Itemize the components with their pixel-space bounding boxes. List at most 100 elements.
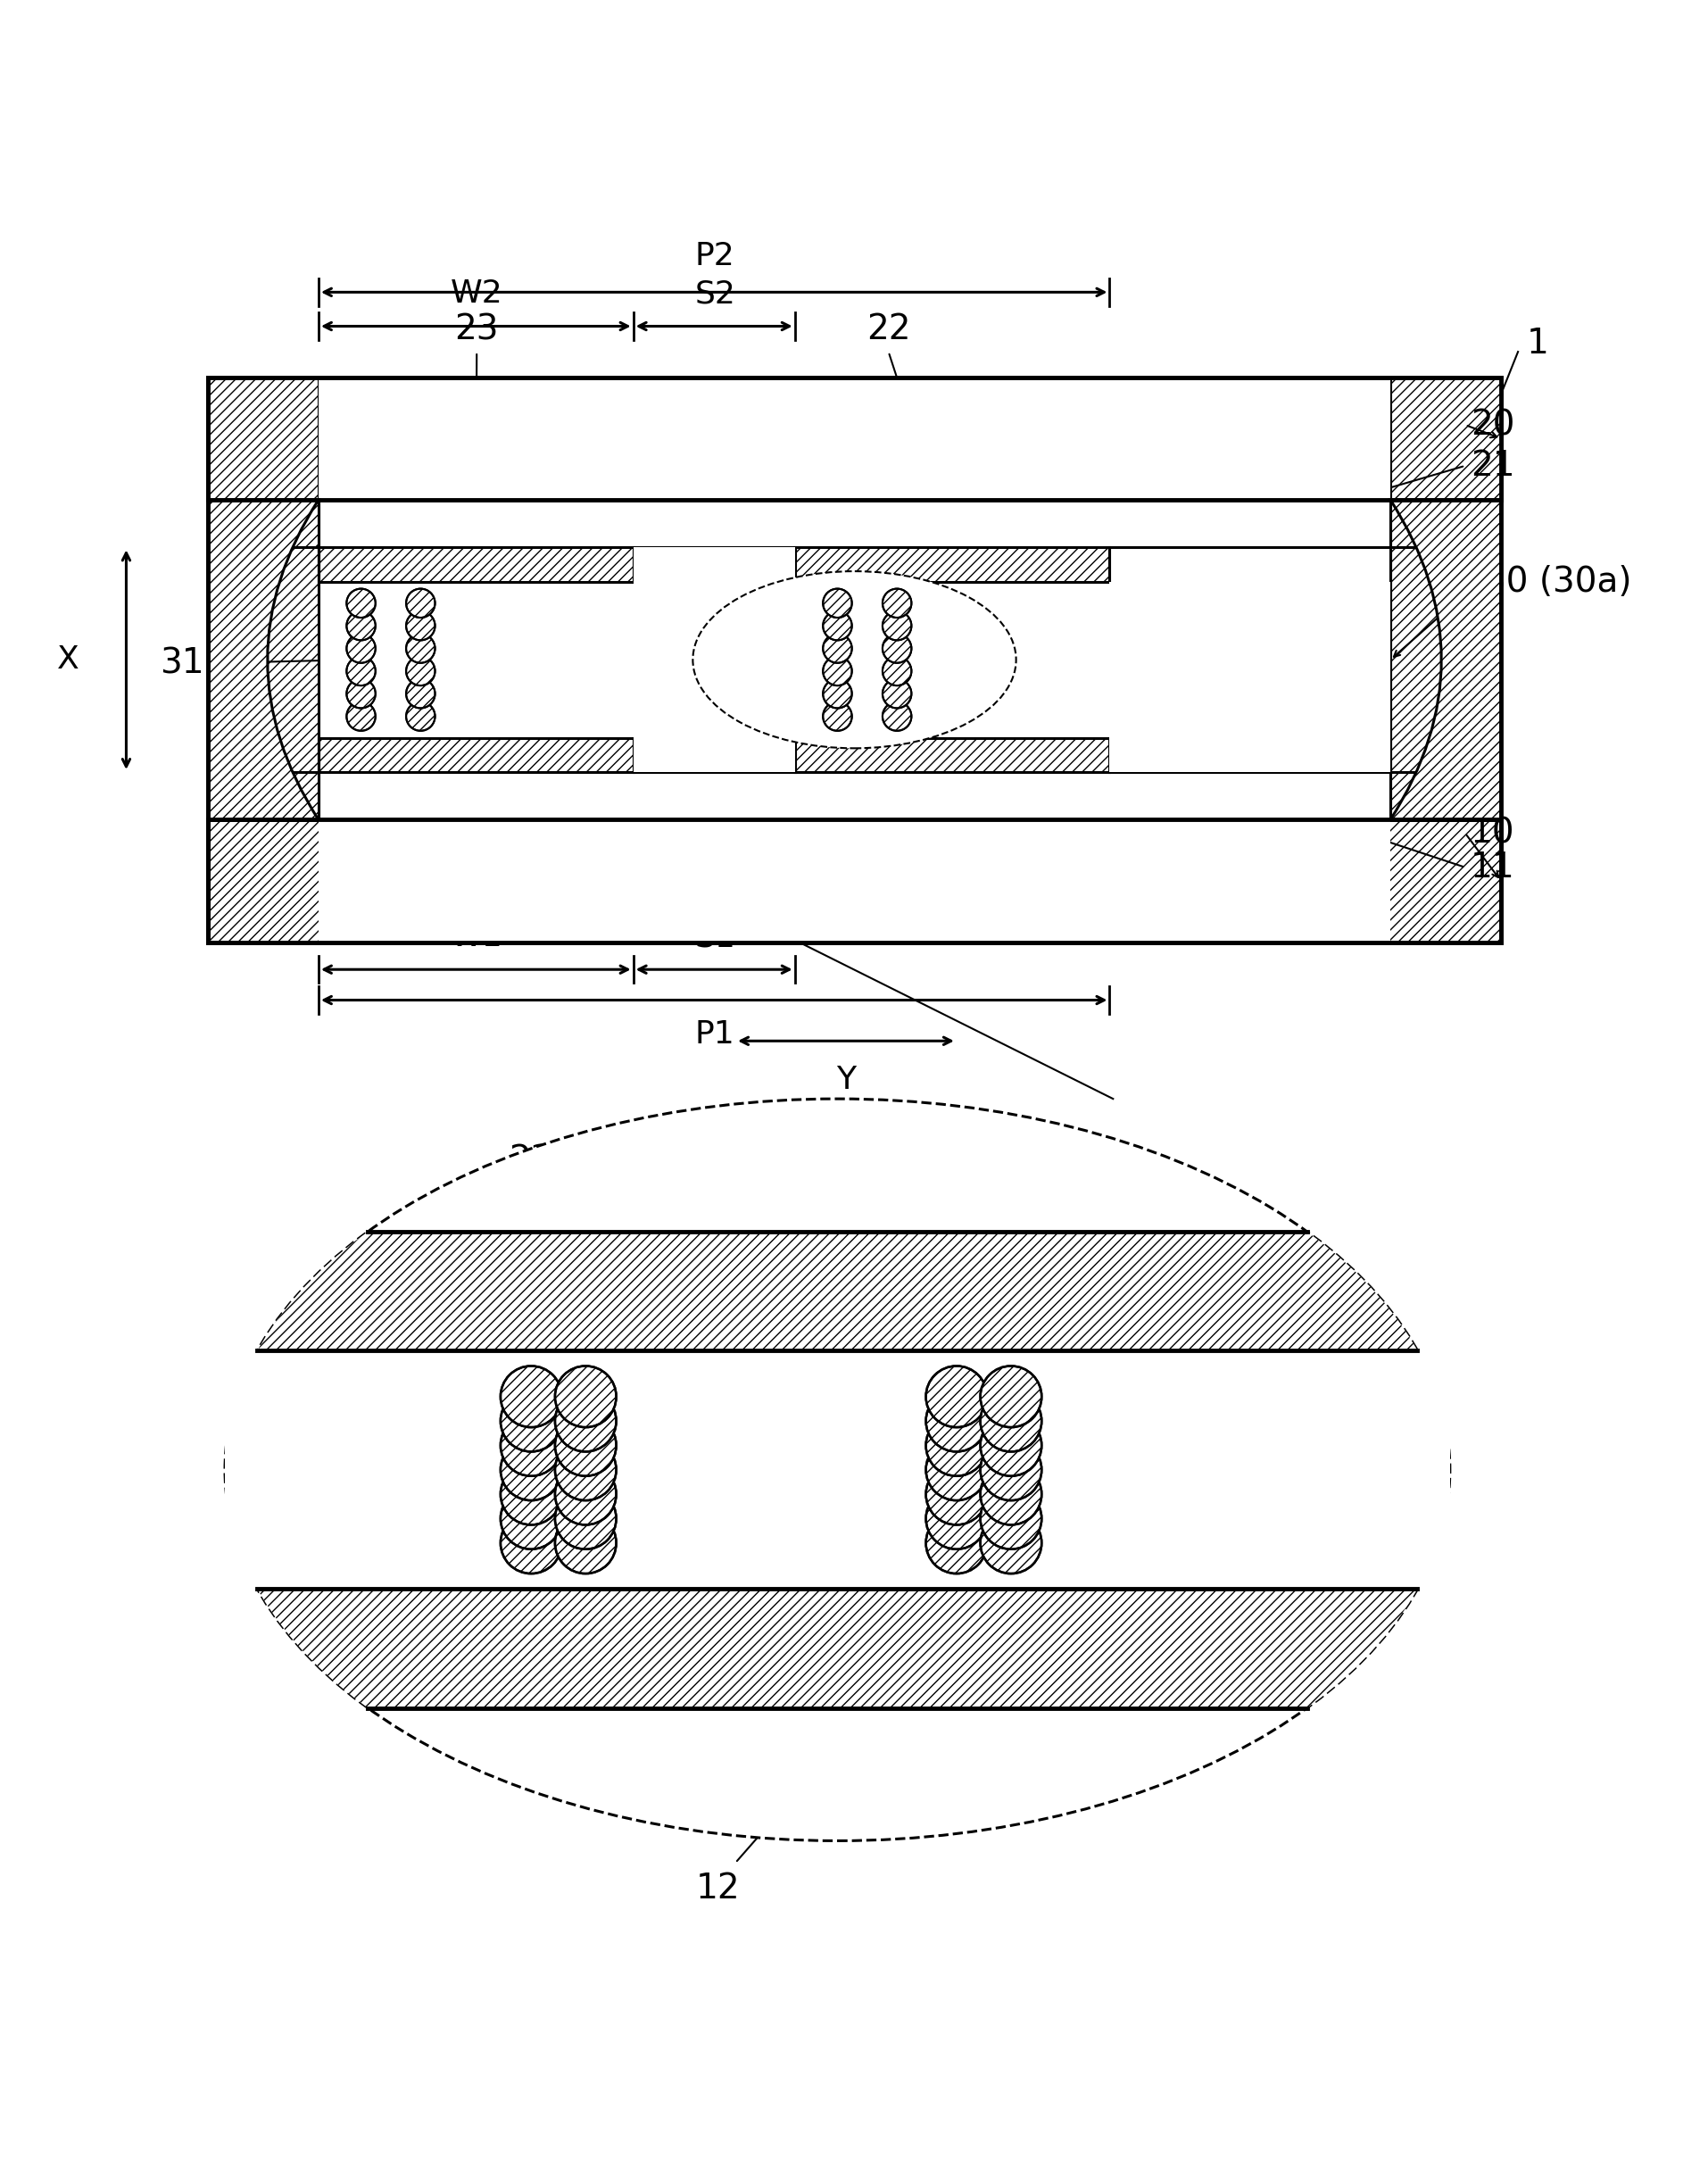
Polygon shape — [1390, 773, 1500, 819]
Polygon shape — [208, 378, 318, 941]
Circle shape — [555, 1365, 617, 1426]
Circle shape — [555, 1487, 617, 1548]
Circle shape — [555, 1415, 617, 1476]
Bar — [225, 1232, 1448, 1350]
Text: V: V — [237, 553, 256, 577]
PathPatch shape — [208, 500, 318, 819]
Circle shape — [881, 657, 910, 686]
Text: 31: 31 — [1296, 646, 1341, 679]
Text: 31: 31 — [161, 646, 205, 679]
Circle shape — [500, 1365, 562, 1426]
Circle shape — [823, 657, 852, 686]
Bar — [225, 1590, 1448, 1708]
Circle shape — [823, 679, 852, 708]
Text: 30 (30a): 30 (30a) — [1483, 563, 1631, 598]
Text: X: X — [58, 644, 79, 675]
Circle shape — [500, 1391, 562, 1452]
Circle shape — [881, 590, 910, 618]
Polygon shape — [208, 500, 318, 548]
Circle shape — [555, 1463, 617, 1524]
Polygon shape — [1390, 500, 1500, 548]
Bar — [634, 548, 794, 773]
Text: 31: 31 — [1042, 1374, 1085, 1406]
Text: 20: 20 — [1469, 408, 1513, 441]
Bar — [318, 378, 1390, 941]
Text: P1: P1 — [695, 1018, 734, 1048]
Text: W2: W2 — [451, 280, 502, 310]
Circle shape — [926, 1391, 987, 1452]
Bar — [634, 581, 794, 773]
Bar — [318, 548, 1390, 773]
Circle shape — [823, 612, 852, 640]
Ellipse shape — [225, 1099, 1448, 1841]
Circle shape — [881, 612, 910, 640]
Circle shape — [980, 1487, 1042, 1548]
Text: 30 (30a): 30 (30a) — [1228, 1518, 1375, 1551]
Text: 13: 13 — [441, 854, 485, 887]
Circle shape — [500, 1487, 562, 1548]
Circle shape — [926, 1511, 987, 1575]
Bar — [318, 548, 634, 581]
Circle shape — [980, 1415, 1042, 1476]
Circle shape — [555, 1439, 617, 1500]
Circle shape — [555, 1511, 617, 1575]
Circle shape — [500, 1511, 562, 1575]
PathPatch shape — [1390, 500, 1500, 819]
Text: 31: 31 — [299, 1452, 343, 1487]
Circle shape — [823, 701, 852, 732]
Bar — [1108, 581, 1390, 773]
Text: 33: 33 — [832, 642, 876, 677]
Text: S2: S2 — [693, 280, 734, 310]
Text: S1: S1 — [693, 922, 734, 952]
Text: 11: 11 — [1469, 850, 1513, 885]
Text: W1: W1 — [451, 922, 502, 952]
Text: 22: 22 — [509, 1142, 553, 1177]
Circle shape — [823, 590, 852, 618]
Circle shape — [407, 590, 436, 618]
Text: 21: 21 — [1469, 448, 1513, 483]
Bar — [208, 819, 1500, 941]
Circle shape — [881, 679, 910, 708]
Text: 23: 23 — [454, 312, 499, 347]
Circle shape — [407, 633, 436, 664]
Text: 12: 12 — [695, 1872, 740, 1904]
Circle shape — [980, 1511, 1042, 1575]
Circle shape — [347, 612, 376, 640]
Polygon shape — [208, 773, 318, 819]
Circle shape — [926, 1463, 987, 1524]
Circle shape — [980, 1463, 1042, 1524]
Bar — [225, 1350, 1448, 1590]
Text: 10: 10 — [1469, 817, 1513, 850]
Text: 22: 22 — [866, 312, 910, 347]
Ellipse shape — [692, 572, 1016, 749]
Circle shape — [881, 633, 910, 664]
Circle shape — [555, 1391, 617, 1452]
Bar — [208, 378, 1500, 500]
Circle shape — [823, 633, 852, 664]
Circle shape — [407, 701, 436, 732]
Text: P2: P2 — [695, 242, 734, 271]
Circle shape — [347, 590, 376, 618]
Bar — [794, 738, 1108, 773]
Polygon shape — [1390, 378, 1500, 941]
Bar — [318, 738, 634, 773]
Circle shape — [500, 1415, 562, 1476]
Circle shape — [407, 679, 436, 708]
Circle shape — [980, 1365, 1042, 1426]
Circle shape — [407, 657, 436, 686]
Bar — [794, 548, 1108, 581]
Circle shape — [926, 1365, 987, 1426]
Text: 1: 1 — [1525, 325, 1547, 360]
Circle shape — [500, 1439, 562, 1500]
Circle shape — [347, 633, 376, 664]
Circle shape — [500, 1463, 562, 1524]
Circle shape — [407, 612, 436, 640]
Circle shape — [347, 679, 376, 708]
Text: 32: 32 — [692, 854, 736, 887]
Circle shape — [980, 1391, 1042, 1452]
Text: 12: 12 — [1206, 854, 1250, 887]
Circle shape — [347, 657, 376, 686]
Circle shape — [347, 701, 376, 732]
Circle shape — [926, 1487, 987, 1548]
Text: Y: Y — [835, 1066, 856, 1094]
